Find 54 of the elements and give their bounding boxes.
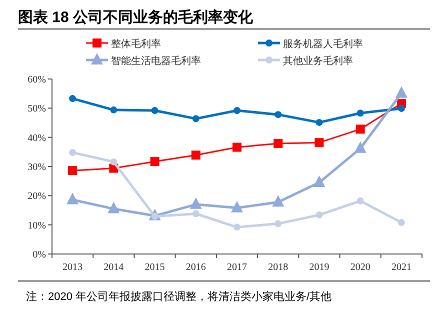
y-tick-label: 0%	[32, 250, 46, 260]
x-tick-label: 2016	[186, 262, 206, 273]
point	[69, 149, 76, 156]
point	[274, 138, 283, 148]
point	[69, 95, 76, 102]
point	[66, 192, 79, 204]
x-tick-label: 2013	[62, 262, 83, 273]
point	[356, 197, 364, 204]
point	[234, 224, 240, 231]
point	[314, 138, 324, 148]
legend-label: 智能生活电器毛利率	[111, 55, 201, 67]
x-tick-label: 2014	[104, 262, 124, 273]
point	[151, 107, 158, 114]
point	[316, 211, 323, 218]
point	[354, 141, 366, 153]
point	[150, 157, 160, 166]
point	[68, 166, 78, 176]
y-tick-label: 30%	[28, 162, 46, 173]
point	[191, 150, 200, 160]
x-tick-label: 2019	[309, 262, 330, 273]
text: 注：2020 年公司年报披露口径调整，将清洁类小家电业务/其他	[26, 290, 332, 303]
y-tick-label: 60%	[28, 74, 46, 86]
point	[356, 124, 365, 134]
point	[110, 106, 118, 114]
point	[274, 111, 282, 118]
legend-label: 服务机器人毛利率	[283, 38, 363, 50]
point	[232, 142, 242, 152]
point	[192, 115, 200, 122]
point	[356, 110, 364, 117]
x-tick-label: 2018	[268, 262, 288, 273]
point	[108, 202, 120, 214]
point	[313, 176, 326, 188]
point	[192, 210, 200, 218]
point	[110, 158, 118, 166]
legend-label: 整体毛利率	[111, 38, 161, 50]
point	[398, 104, 405, 112]
point	[231, 200, 243, 212]
x-tick-label: 2020	[350, 262, 370, 273]
point	[190, 197, 202, 209]
y-tick-label: 10%	[28, 220, 46, 232]
point	[395, 86, 408, 98]
y-tick-label: 50%	[28, 104, 46, 115]
point	[398, 219, 405, 226]
point	[234, 107, 240, 114]
point	[316, 118, 323, 126]
legend-label: 其他业务毛利率	[283, 55, 353, 67]
chart-title: 图表 18 公司不同业务的毛利率变化	[18, 8, 254, 26]
y-tick-label: 20%	[28, 191, 46, 202]
y-tick-label: 40%	[28, 132, 46, 144]
point	[272, 195, 284, 207]
x-tick-label: 2015	[144, 262, 165, 273]
x-tick-label: 2017	[227, 262, 247, 273]
point	[274, 220, 282, 228]
x-tick-label: 2021	[391, 262, 412, 273]
